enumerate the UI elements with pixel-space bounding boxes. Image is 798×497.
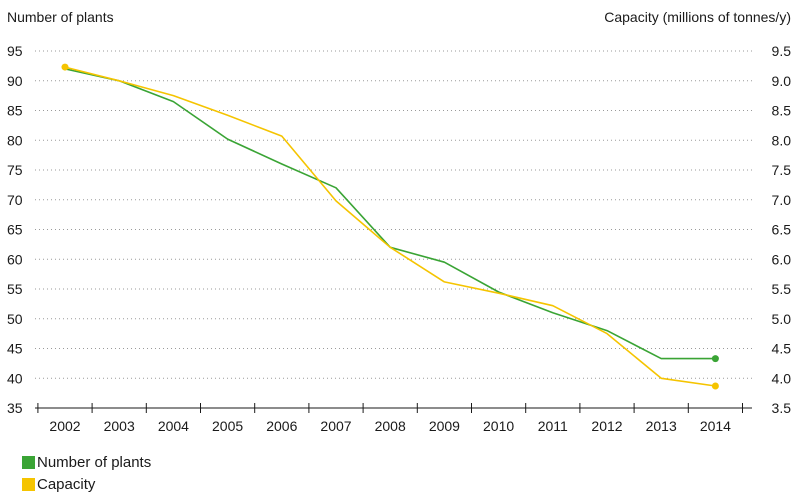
series-line-capacity bbox=[64, 66, 716, 387]
right-tick-label: 9.5 bbox=[772, 43, 792, 59]
right-tick-label: 4.0 bbox=[772, 370, 792, 386]
right-axis-title: Capacity (millions of tonnes/y) bbox=[604, 9, 791, 25]
right-tick-label: 5.5 bbox=[772, 281, 792, 297]
x-tick-label: 2003 bbox=[104, 418, 135, 434]
left-tick-label: 75 bbox=[7, 162, 23, 178]
legend-item-capacity: Capacity bbox=[22, 473, 151, 495]
x-tick-label: 2008 bbox=[375, 418, 406, 434]
x-tick-label: 2007 bbox=[320, 418, 351, 434]
left-tick-label: 85 bbox=[7, 103, 23, 119]
x-tick-label: 2002 bbox=[49, 418, 80, 434]
x-tick-label: 2014 bbox=[700, 418, 731, 434]
x-tick-label: 2013 bbox=[646, 418, 677, 434]
left-tick-label: 90 bbox=[7, 73, 23, 89]
right-tick-label: 8.5 bbox=[772, 103, 792, 119]
right-tick-label: 7.5 bbox=[772, 162, 792, 178]
x-tick-label: 2006 bbox=[266, 418, 297, 434]
series-line-number-of-plants bbox=[64, 68, 716, 360]
legend-item-number-of-plants: Number of plants bbox=[22, 451, 151, 473]
right-tick-label: 6.0 bbox=[772, 251, 792, 267]
right-tick-label: 7.0 bbox=[772, 192, 792, 208]
left-tick-label: 45 bbox=[7, 341, 23, 357]
legend-swatch-green bbox=[22, 455, 35, 469]
series-group bbox=[61, 63, 719, 390]
right-tick-label: 4.5 bbox=[772, 341, 792, 357]
x-tick-label: 2009 bbox=[429, 418, 460, 434]
right-tick-label: 6.5 bbox=[772, 222, 792, 238]
data-point bbox=[711, 382, 719, 390]
left-tick-label: 65 bbox=[7, 222, 23, 238]
right-tick-label: 3.5 bbox=[772, 400, 792, 416]
data-point bbox=[711, 355, 719, 363]
legend: Number of plants Capacity bbox=[22, 451, 151, 495]
left-tick-label: 50 bbox=[7, 311, 23, 327]
right-tick-label: 9.0 bbox=[772, 73, 792, 89]
data-point bbox=[61, 63, 69, 71]
right-tick-label: 8.0 bbox=[772, 132, 792, 148]
gridlines bbox=[35, 50, 752, 379]
legend-label: Number of plants bbox=[37, 453, 152, 471]
left-tick-label: 40 bbox=[7, 370, 23, 386]
x-tick-label: 2012 bbox=[591, 418, 622, 434]
right-axis: 3.5 4.0 4.5 5.0 5.5 6.0 6.5 7.0 7.5 8.0 8.5 9.0 9.5 bbox=[772, 43, 792, 416]
left-axis-title: Number of plants bbox=[7, 9, 114, 25]
legend-swatch-yellow bbox=[22, 477, 35, 491]
left-tick-label: 35 bbox=[7, 400, 23, 416]
left-tick-label: 55 bbox=[7, 281, 23, 297]
x-axis: 2002 2003 2004 2005 2006 2007 2008 2009 2010 2011… bbox=[35, 403, 752, 434]
left-tick-label: 60 bbox=[7, 251, 23, 267]
left-tick-label: 95 bbox=[7, 43, 23, 59]
x-tick-label: 2004 bbox=[158, 418, 189, 434]
x-tick-label: 2011 bbox=[538, 418, 568, 434]
left-axis: 35 40 45 50 55 60 65 70 75 80 85 90 95 bbox=[7, 43, 23, 416]
x-tick-label: 2010 bbox=[483, 418, 514, 434]
left-tick-label: 70 bbox=[7, 192, 23, 208]
left-tick-label: 80 bbox=[7, 132, 23, 148]
right-tick-label: 5.0 bbox=[772, 311, 792, 327]
legend-label: Capacity bbox=[37, 475, 96, 493]
x-tick-label: 2005 bbox=[212, 418, 243, 434]
